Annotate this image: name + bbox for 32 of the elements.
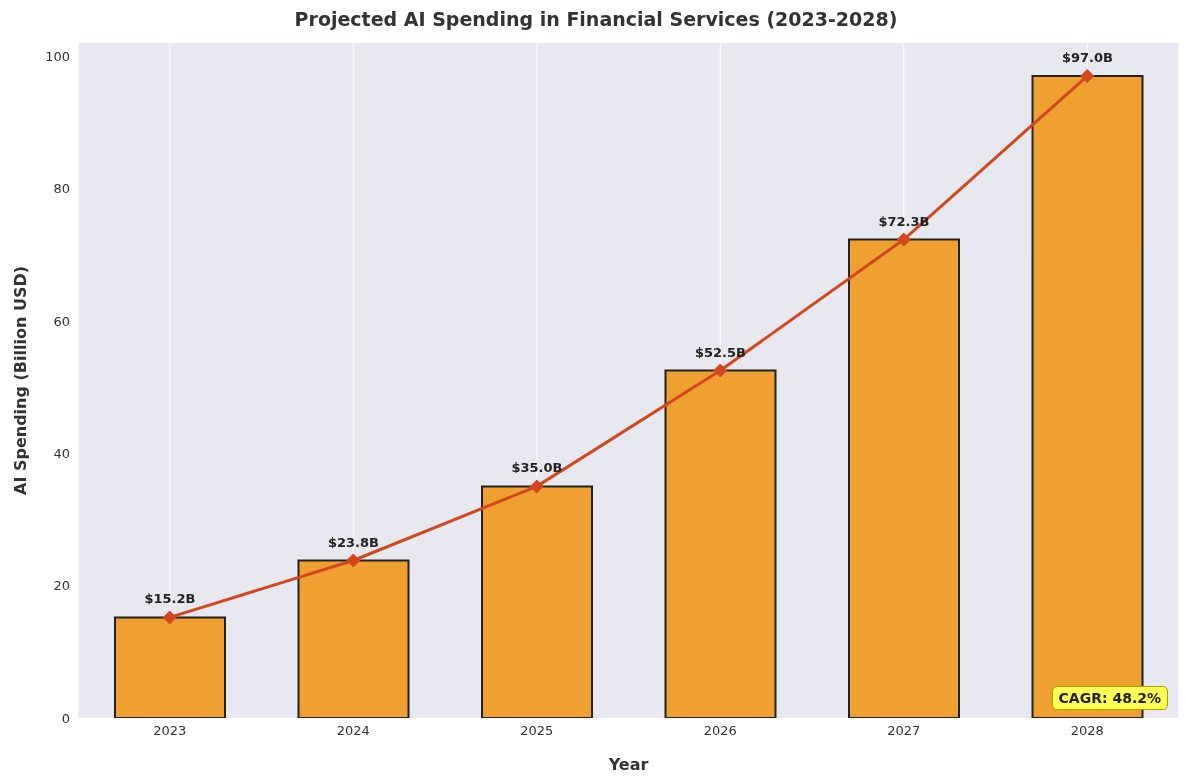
x-tick-label: 2028 [1070,723,1104,739]
y-tick-label: 60 [53,313,70,329]
y-tick-label: 80 [53,181,70,197]
data-label: $35.0B [511,460,563,476]
bar [664,369,777,718]
y-tick-label: 40 [53,445,70,461]
data-label: $52.5B [694,344,747,360]
x-tick-label: 2024 [336,723,370,739]
chart-title: Projected AI Spending in Financial Services (2023-2028) [293,8,899,32]
point [1080,69,1095,84]
data-label: $23.8B [327,534,380,550]
point [529,479,544,494]
y-axis-title: AI Spending (Billion USD) [10,266,30,495]
data-label: $15.2B [144,591,196,607]
point [346,553,361,568]
bar [297,559,410,718]
y-tick-label: 20 [53,578,70,594]
point [162,610,177,625]
y-tick-label: 0 [61,710,70,726]
bar [848,238,960,718]
bar [481,485,593,718]
bar [114,616,226,718]
x-tick-label: 2023 [153,723,187,739]
point [713,363,728,378]
x-tick-label: 2027 [887,723,921,739]
y-tick-label: 100 [45,48,70,64]
data-label: $97.0B [1061,50,1114,66]
x-tick-label: 2026 [703,723,737,739]
annotation: CAGR: 48.2% [1051,686,1168,710]
x-axis-title: Year [607,755,649,774]
x-tick-label: 2025 [520,723,554,739]
point [896,232,911,247]
